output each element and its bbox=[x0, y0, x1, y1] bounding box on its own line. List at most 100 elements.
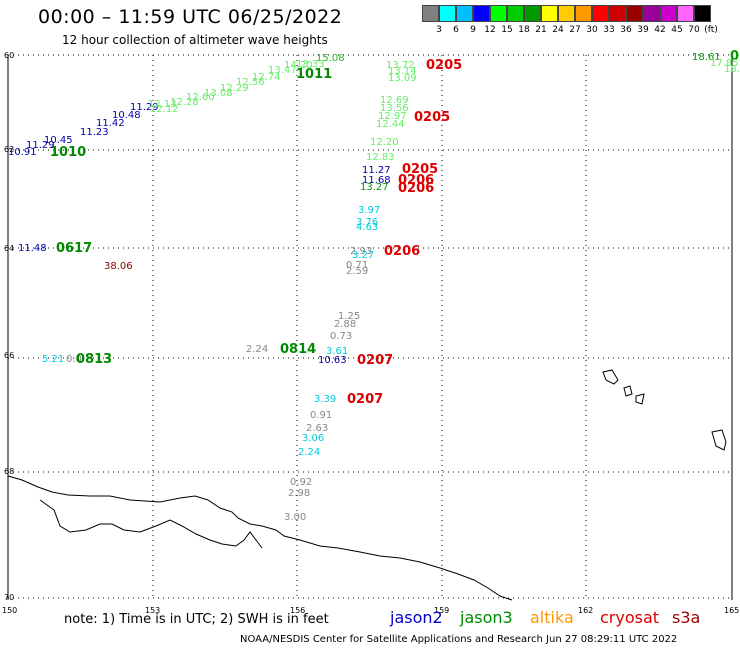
wave-height-label: 12.60 bbox=[186, 92, 215, 103]
wave-height-label: 13.27 bbox=[360, 182, 389, 193]
island-4 bbox=[711, 429, 727, 451]
wave-height-label: 12.97 bbox=[378, 111, 407, 122]
scale-swatch bbox=[439, 5, 456, 22]
wave-height-label: 1.25 bbox=[338, 311, 360, 322]
wave-height-label: 0.92 bbox=[290, 477, 312, 488]
time-label: 0206 bbox=[398, 181, 434, 196]
wave-height-label: 12.13 bbox=[148, 99, 177, 110]
wave-height-label: 11.29 bbox=[130, 102, 159, 113]
wave-height-label: 18. bbox=[724, 64, 740, 75]
scale-swatch bbox=[677, 5, 694, 22]
scale-label: (ft) bbox=[704, 25, 718, 35]
wave-height-label: 11.48 bbox=[18, 243, 47, 254]
wave-height-label: 10.91 bbox=[8, 147, 37, 158]
time-label: 0205 bbox=[414, 110, 450, 125]
wave-height-label: 0.71 bbox=[346, 260, 368, 271]
legend-jason2: jason2 bbox=[390, 608, 443, 627]
scale-label: 33 bbox=[603, 25, 615, 35]
coastline bbox=[7, 369, 727, 601]
scale-swatch bbox=[422, 5, 439, 22]
wave-height-label: 12.56 bbox=[236, 77, 265, 88]
wave-height-label: 12.20 bbox=[370, 137, 399, 148]
wave-height-label: 5.21 bbox=[42, 354, 64, 365]
wave-height-label: 3.76 bbox=[356, 217, 378, 228]
wave-height-label: 13.08 bbox=[204, 88, 233, 99]
wave-height-label: 3.39 bbox=[314, 394, 336, 405]
wave-height-label: 2.63 bbox=[306, 423, 328, 434]
legend-cryosat: cryosat bbox=[600, 608, 660, 627]
wave-height-label: 3.61 bbox=[326, 346, 348, 357]
island-1 bbox=[602, 369, 619, 385]
scale-swatch bbox=[643, 5, 660, 22]
island-3 bbox=[635, 393, 645, 405]
wave-height-label: 13.14 bbox=[388, 66, 417, 77]
wave-height-label: 17.85 bbox=[710, 58, 739, 69]
wave-height-label: 11.68 bbox=[362, 175, 391, 186]
time-label: 0205 bbox=[402, 162, 438, 177]
scale-label: 15 bbox=[501, 25, 513, 35]
wave-height-label: 0.0 bbox=[66, 354, 82, 365]
axis-labels: 60 62 64 66 68 70 150 153 156 159 162 165 bbox=[2, 51, 739, 615]
alaska-coast bbox=[7, 475, 513, 601]
wave-height-label: 11.42 bbox=[96, 118, 125, 129]
wave-height-label: 2.88 bbox=[334, 319, 356, 330]
legend-altika: altika bbox=[530, 608, 574, 627]
scale-swatch bbox=[507, 5, 524, 22]
wave-height-label: 2.24 bbox=[298, 447, 320, 458]
time-label: 0205 bbox=[426, 58, 462, 73]
legend-s3a: s3a bbox=[672, 608, 701, 627]
scale-swatch bbox=[592, 5, 609, 22]
wave-height-label: 2.24 bbox=[246, 344, 268, 355]
wave-height-label: 2.93 bbox=[350, 246, 372, 257]
lat-label: 66 bbox=[4, 351, 14, 360]
page-title: 00:00 – 11:59 UTC 06/25/2022 bbox=[38, 6, 343, 28]
legend-jason3: jason3 bbox=[460, 608, 513, 627]
time-label: 0813 bbox=[76, 352, 112, 367]
scale-label: 21 bbox=[535, 25, 547, 35]
lon-label: 159 bbox=[434, 606, 449, 615]
wave-height-label: 3.06 bbox=[302, 433, 324, 444]
wave-height-label: 10.45 bbox=[44, 135, 73, 146]
wave-height-label: 13.33 bbox=[296, 59, 325, 70]
scale-swatch bbox=[694, 5, 711, 22]
wave-height-label: 12.74 bbox=[252, 72, 281, 83]
wave-height-label: 13.09 bbox=[388, 73, 417, 84]
wave-height-label: 12.12 bbox=[150, 104, 179, 115]
wave-height-label: 11.27 bbox=[362, 165, 391, 176]
lon-label: 162 bbox=[578, 606, 593, 615]
time-label: 0207 bbox=[347, 392, 383, 407]
scale-label: 36 bbox=[620, 25, 632, 35]
lat-label: 62 bbox=[4, 145, 14, 154]
scale-swatch bbox=[660, 5, 677, 22]
time-label: 0206 bbox=[398, 173, 434, 188]
wave-height-label: 14.20 bbox=[284, 60, 313, 71]
page-subtitle: 12 hour collection of altimeter wave hei… bbox=[62, 33, 328, 47]
wave-height-label: 10.48 bbox=[112, 110, 141, 121]
scale-label: 27 bbox=[569, 25, 581, 35]
scale-label: 18 bbox=[518, 25, 530, 35]
scale-label: 45 bbox=[671, 25, 683, 35]
lon-label: 150 bbox=[2, 606, 17, 615]
scale-swatch bbox=[456, 5, 473, 22]
wave-height-label: 4.63 bbox=[356, 222, 378, 233]
lat-label: 68 bbox=[4, 467, 14, 476]
scale-swatch bbox=[490, 5, 507, 22]
note-text: note: 1) Time is in UTC; 2) SWH is in fe… bbox=[64, 612, 329, 627]
wave-height-label: 2.59 bbox=[346, 266, 368, 277]
scale-label: 42 bbox=[654, 25, 666, 35]
scale-swatch bbox=[541, 5, 558, 22]
wave-height-label: 12.29 bbox=[220, 83, 249, 94]
scale-label: 30 bbox=[586, 25, 598, 35]
map-grid bbox=[7, 54, 733, 600]
footer-credit: NOAA/NESDIS Center for Satellite Applica… bbox=[240, 634, 678, 645]
lat-label: 64 bbox=[4, 244, 14, 253]
lon-label: 156 bbox=[290, 606, 305, 615]
scale-label: 6 bbox=[453, 25, 459, 35]
lon-label: 165 bbox=[724, 606, 739, 615]
island-2 bbox=[623, 385, 633, 397]
wave-height-label: 12.44 bbox=[376, 119, 405, 130]
wave-height-label: 15.08 bbox=[316, 53, 345, 64]
scale-swatch bbox=[558, 5, 575, 22]
